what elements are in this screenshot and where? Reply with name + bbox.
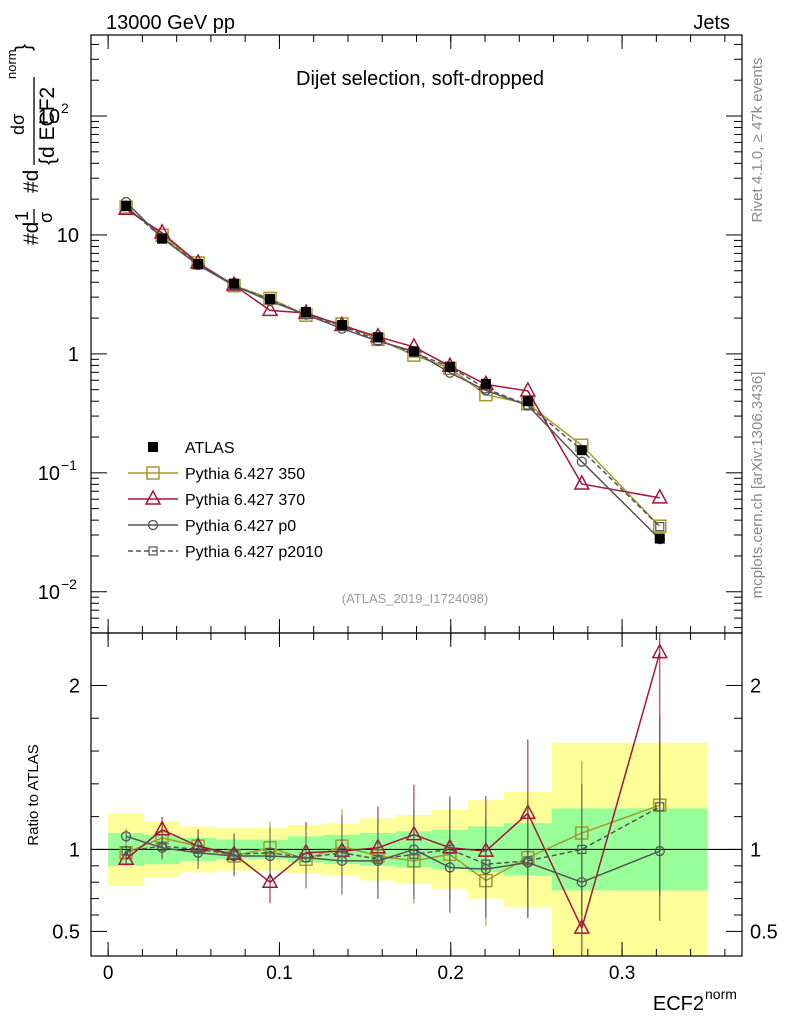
y-tick-exp-0: −2 — [61, 576, 77, 592]
series-marker-ratio-3-1 — [157, 841, 167, 851]
y-tick-label-1: 10 — [38, 463, 60, 485]
ratio-panel: 0 0.1 0.2 0.3 0.5 0.5 1 1 2 2 — [52, 632, 778, 984]
ylabel-sigma: σ — [36, 212, 56, 223]
y-tick-exp-1: −1 — [61, 457, 77, 473]
series-marker-main-1-4 — [261, 300, 279, 317]
atlas-point-6 — [336, 319, 347, 330]
ylabel-dsigma: dσ — [8, 114, 28, 135]
ylabel-d1: #d — [20, 222, 43, 245]
ratio-ylabel: Ratio to ATLAS — [25, 744, 42, 845]
header-left: 13000 GeV pp — [106, 12, 235, 34]
ylabel-d2: #d — [20, 170, 43, 193]
x-axis-label: ECF2 — [653, 993, 704, 1015]
x-tick-label-0: 0 — [103, 963, 114, 984]
ylabel-denominator: {d ECF2 — [36, 87, 59, 165]
series-marker-ratio-3-13 — [655, 802, 665, 812]
atlas-point-3 — [229, 278, 240, 289]
series-marker-main-0-13 — [653, 519, 667, 533]
series-marker-main-2-12 — [576, 456, 587, 467]
series-marker-ratio-3-4 — [265, 848, 275, 858]
side-label-top: Rivet 4.1.0, ≥ 47k events — [749, 58, 766, 223]
series-marker-ratio-3-7 — [373, 854, 383, 864]
ylabel-one: 1 — [12, 211, 32, 221]
ratio-ytick-label-left-0: 0.5 — [52, 921, 80, 943]
series-marker-main-1-13 — [651, 488, 669, 504]
atlas-point-10 — [480, 378, 491, 389]
series-marker-ratio-3-8 — [409, 849, 419, 859]
series-line-main-3 — [125, 206, 661, 528]
atlas-point-0 — [121, 201, 132, 212]
x-tick-label-2: 0.2 — [438, 963, 464, 984]
y-tick-label-0: 10 — [38, 582, 60, 604]
ratio-ytick-label-right-2: 2 — [750, 675, 761, 697]
y-tick-label-2: 1 — [68, 344, 79, 366]
series-marker-ratio-3-10 — [481, 859, 491, 869]
series-marker-ratio-3-12 — [577, 844, 587, 855]
series-marker-ratio-3-5 — [301, 853, 311, 863]
series-line-ratio-2 — [125, 835, 661, 884]
ylabel-close-brace: } — [12, 44, 35, 51]
legend-marker-2 — [147, 519, 159, 531]
series-marker-ratio-3-2 — [193, 844, 203, 855]
y-tick-label-3: 10 — [57, 225, 79, 247]
ratio-ytick-label-left-1: 1 — [69, 839, 80, 861]
legend-marker-3 — [148, 546, 158, 556]
side-label-bottom: mcplots.cern.ch [arXiv:1306.3436] — [749, 372, 766, 599]
ylabel-part1: #d — [20, 222, 43, 245]
atlas-point-1 — [157, 233, 168, 244]
atlas-point-4 — [265, 293, 276, 304]
main-ylabel: #d 1 σ #d dσ {d ECF2 norm } — [4, 44, 59, 245]
series-marker-ratio-1-0 — [117, 849, 135, 866]
legend-marker-1 — [144, 489, 162, 505]
legend-label-2: Pythia 6.427 p0 — [185, 518, 296, 535]
atlas-point-5 — [301, 307, 312, 318]
y-tick-exp-4: 2 — [61, 100, 69, 116]
x-axis-label-sup: norm — [705, 986, 737, 1002]
series-line-ratio-3 — [126, 806, 661, 865]
series-marker-ratio-3-6 — [337, 848, 347, 858]
atlas-point-9 — [444, 361, 455, 372]
legend-label-3: Pythia 6.427 p2010 — [185, 544, 323, 561]
legend-label-1: Pythia 6.427 370 — [185, 492, 305, 509]
series-marker-ratio-3-9 — [445, 844, 455, 855]
ylabel-norm: norm — [4, 49, 19, 79]
ratio-ytick-label-right-0: 0.5 — [750, 921, 778, 943]
ratio-ytick-label-left-2: 2 — [69, 675, 80, 697]
legend-atlas-swatch — [148, 442, 158, 452]
series-marker-ratio-2-0 — [120, 831, 132, 842]
atlas-point-13 — [654, 533, 665, 544]
legend: ATLAS Pythia 6.427 350 Pythia 6.427 370 Pyt… — [128, 440, 323, 561]
series-marker-ratio-3-0 — [121, 846, 131, 856]
legend-label-0: Pythia 6.427 350 — [185, 466, 305, 483]
atlas-point-8 — [408, 346, 419, 357]
header-right: Jets — [693, 12, 730, 34]
atlas-point-12 — [576, 445, 587, 456]
x-tick-label-3: 0.3 — [609, 963, 635, 984]
series-marker-ratio-3-3 — [229, 849, 239, 859]
atlas-point-7 — [372, 332, 383, 343]
series-marker-ratio-1-4 — [261, 872, 279, 888]
series-marker-ratio-1-13 — [651, 643, 669, 659]
atlas-point-11 — [522, 396, 533, 407]
series-marker-main-1-12 — [573, 474, 591, 490]
chart-title: Dijet selection, soft-dropped — [296, 68, 544, 90]
legend-marker-0 — [146, 466, 160, 480]
series-marker-main-3-13 — [655, 522, 665, 532]
x-tick-label-1: 0.1 — [266, 963, 292, 984]
series-marker-main-1-11 — [519, 381, 537, 397]
legend-atlas-label: ATLAS — [185, 440, 235, 457]
xlabel-base: ECF2 — [653, 993, 704, 1015]
ratio-ytick-label-right-1: 1 — [750, 839, 761, 861]
series-line-ratio-1 — [125, 652, 661, 931]
atlas-point-2 — [193, 258, 204, 269]
series-marker-ratio-3-11 — [523, 856, 533, 866]
analysis-id: (ATLAS_2019_I1724098) — [342, 591, 488, 606]
y-tick-label-4: 10 — [38, 106, 60, 128]
